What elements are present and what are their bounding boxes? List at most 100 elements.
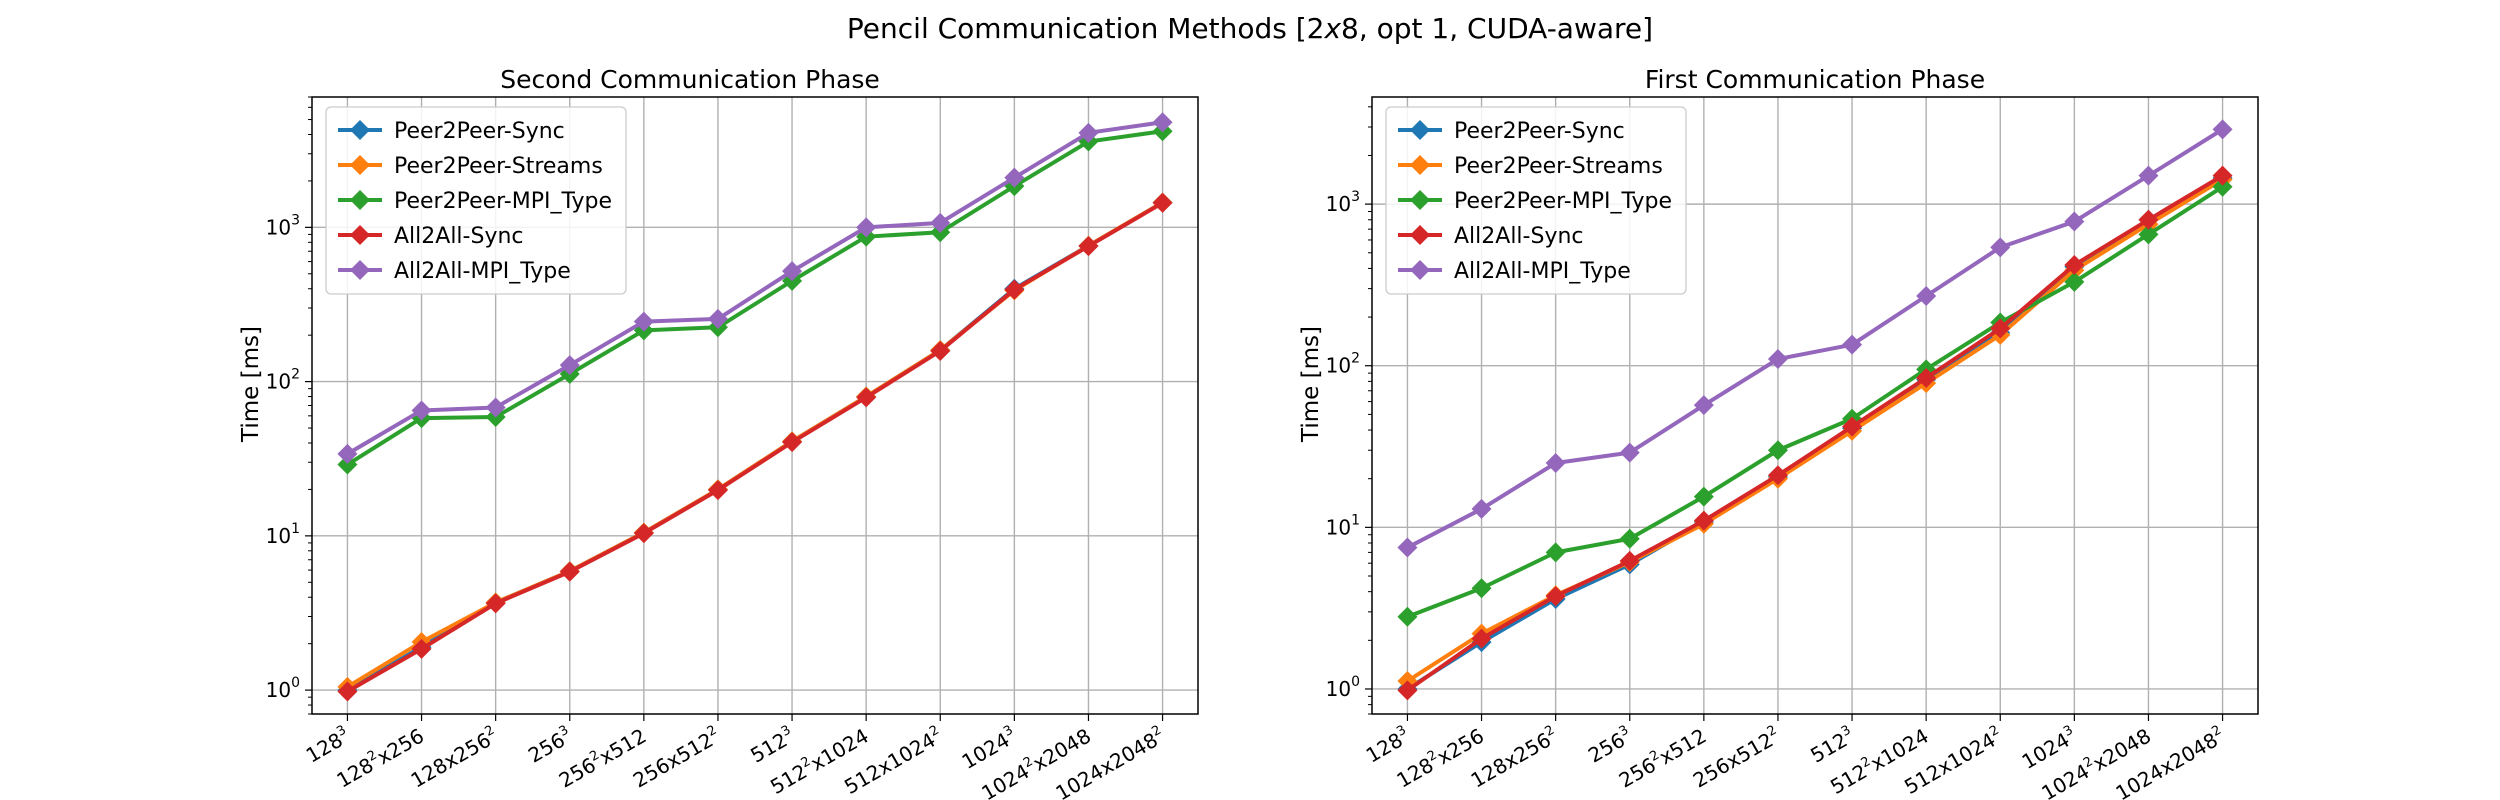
data-point bbox=[856, 217, 877, 238]
chart-second-phase: Second Communication Phase Time [ms] 100… bbox=[238, 65, 1199, 800]
legend-marker bbox=[1410, 260, 1430, 280]
data-point bbox=[782, 261, 803, 282]
data-point bbox=[1471, 578, 1492, 599]
data-point bbox=[1990, 237, 2011, 258]
series-line bbox=[346, 129, 1163, 467]
series-all2all-mpi-type bbox=[337, 112, 1173, 464]
data-point bbox=[1693, 395, 1714, 416]
data-point bbox=[1619, 442, 1640, 463]
chart-title: First Communication Phase bbox=[1645, 65, 1985, 94]
data-point bbox=[2138, 165, 2159, 186]
legend-label: Peer2Peer-MPI_Type bbox=[1454, 189, 1672, 214]
series-all2all-sync bbox=[1397, 165, 2233, 701]
x-tick-label: 2563 bbox=[1584, 723, 1637, 768]
data-point bbox=[1152, 192, 1173, 213]
series-all2all-sync bbox=[337, 192, 1173, 702]
legend-label: Peer2Peer-MPI_Type bbox=[394, 189, 612, 214]
data-point bbox=[1397, 606, 1418, 627]
data-point bbox=[1397, 680, 1418, 701]
legend-label: All2All-Sync bbox=[394, 224, 524, 249]
legend-box bbox=[1385, 106, 1687, 295]
chart-first-phase: First Communication Phase Time [ms] 1001… bbox=[1298, 65, 2259, 800]
legend-label: Peer2Peer-Streams bbox=[1454, 154, 1663, 179]
legend: Peer2Peer-Sync Peer2Peer-Streams Peer2Peer… bbox=[1385, 106, 1687, 295]
series-line bbox=[1406, 127, 2224, 550]
data-point bbox=[2212, 119, 2233, 140]
data-point bbox=[707, 480, 728, 501]
data-point bbox=[1471, 628, 1492, 649]
series-line bbox=[1406, 185, 2224, 619]
data-point bbox=[2212, 176, 2233, 197]
series-line bbox=[346, 120, 1163, 456]
legend: Peer2Peer-Sync Peer2Peer-Streams Peer2Peer… bbox=[325, 106, 627, 295]
data-point bbox=[2138, 224, 2159, 245]
legend-marker bbox=[350, 120, 370, 140]
y-axis-label: Time [ms] bbox=[1298, 326, 1324, 443]
data-point bbox=[337, 443, 358, 464]
series-all2all-mpi-type bbox=[1397, 119, 2233, 558]
data-point bbox=[2064, 211, 2085, 232]
y-tick-label: 103 bbox=[1326, 189, 1360, 216]
data-point bbox=[1004, 167, 1025, 188]
x-tick-label: 5123 bbox=[1806, 723, 1859, 768]
figure-title-prefix: Pencil Communication Methods [2 bbox=[847, 12, 1325, 45]
y-tick-layer: 100 101 102 103 bbox=[266, 96, 312, 715]
y-tick-label: 101 bbox=[1326, 512, 1360, 539]
series-line bbox=[346, 201, 1164, 694]
data-point bbox=[337, 681, 358, 702]
legend-label: All2All-MPI_Type bbox=[394, 259, 571, 284]
data-point bbox=[782, 432, 803, 453]
data-point bbox=[1693, 486, 1714, 507]
plot-frame bbox=[1371, 96, 2259, 715]
figure-title-suffix: 8, opt 1, CUDA-aware] bbox=[1341, 12, 1653, 45]
data-point bbox=[1545, 586, 1566, 607]
data-point bbox=[1767, 349, 1788, 370]
data-point bbox=[1916, 286, 1937, 307]
legend-label: Peer2Peer-Sync bbox=[394, 119, 565, 144]
x-tick-label: 1283 bbox=[1361, 723, 1414, 768]
data-point bbox=[2138, 209, 2159, 230]
data-point bbox=[1471, 498, 1492, 519]
data-point bbox=[559, 561, 580, 582]
data-point bbox=[1078, 122, 1099, 143]
data-point bbox=[1693, 510, 1714, 531]
data-point bbox=[1842, 416, 1863, 437]
legend-marker bbox=[1410, 120, 1430, 140]
data-point bbox=[633, 311, 654, 332]
data-point bbox=[2212, 165, 2233, 186]
data-point bbox=[2064, 271, 2085, 292]
data-point bbox=[2064, 255, 2085, 276]
x-tick-label: 5123 bbox=[746, 723, 799, 768]
data-point bbox=[1767, 465, 1788, 486]
legend-marker bbox=[350, 260, 370, 280]
series-layer bbox=[337, 112, 1173, 702]
legend-marker bbox=[1410, 225, 1430, 245]
legend-marker bbox=[350, 225, 370, 245]
data-point bbox=[1397, 537, 1418, 558]
data-point bbox=[1545, 453, 1566, 474]
data-point bbox=[1545, 542, 1566, 563]
y-tick-label: 103 bbox=[266, 212, 300, 239]
figure-title: Pencil Communication Methods [2x8, opt 1… bbox=[847, 12, 1653, 45]
x-tick-label: 1283 bbox=[301, 723, 354, 768]
data-point bbox=[856, 387, 877, 408]
legend-label: All2All-MPI_Type bbox=[1454, 259, 1631, 284]
data-point bbox=[930, 212, 951, 233]
legend-marker bbox=[350, 190, 370, 210]
series-line bbox=[1406, 173, 2224, 693]
y-axis-label: Time [ms] bbox=[238, 326, 264, 443]
data-point bbox=[337, 454, 358, 475]
y-tick-label: 102 bbox=[266, 367, 300, 394]
legend-marker bbox=[1410, 155, 1430, 175]
data-point bbox=[1619, 550, 1640, 571]
legend-label: Peer2Peer-Sync bbox=[1454, 119, 1625, 144]
data-point bbox=[633, 523, 654, 544]
data-point bbox=[1619, 528, 1640, 549]
legend-marker bbox=[350, 155, 370, 175]
data-point bbox=[485, 593, 506, 614]
data-point bbox=[930, 340, 951, 361]
figure-title-italic: x bbox=[1323, 12, 1341, 45]
y-tick-label: 100 bbox=[266, 675, 300, 702]
